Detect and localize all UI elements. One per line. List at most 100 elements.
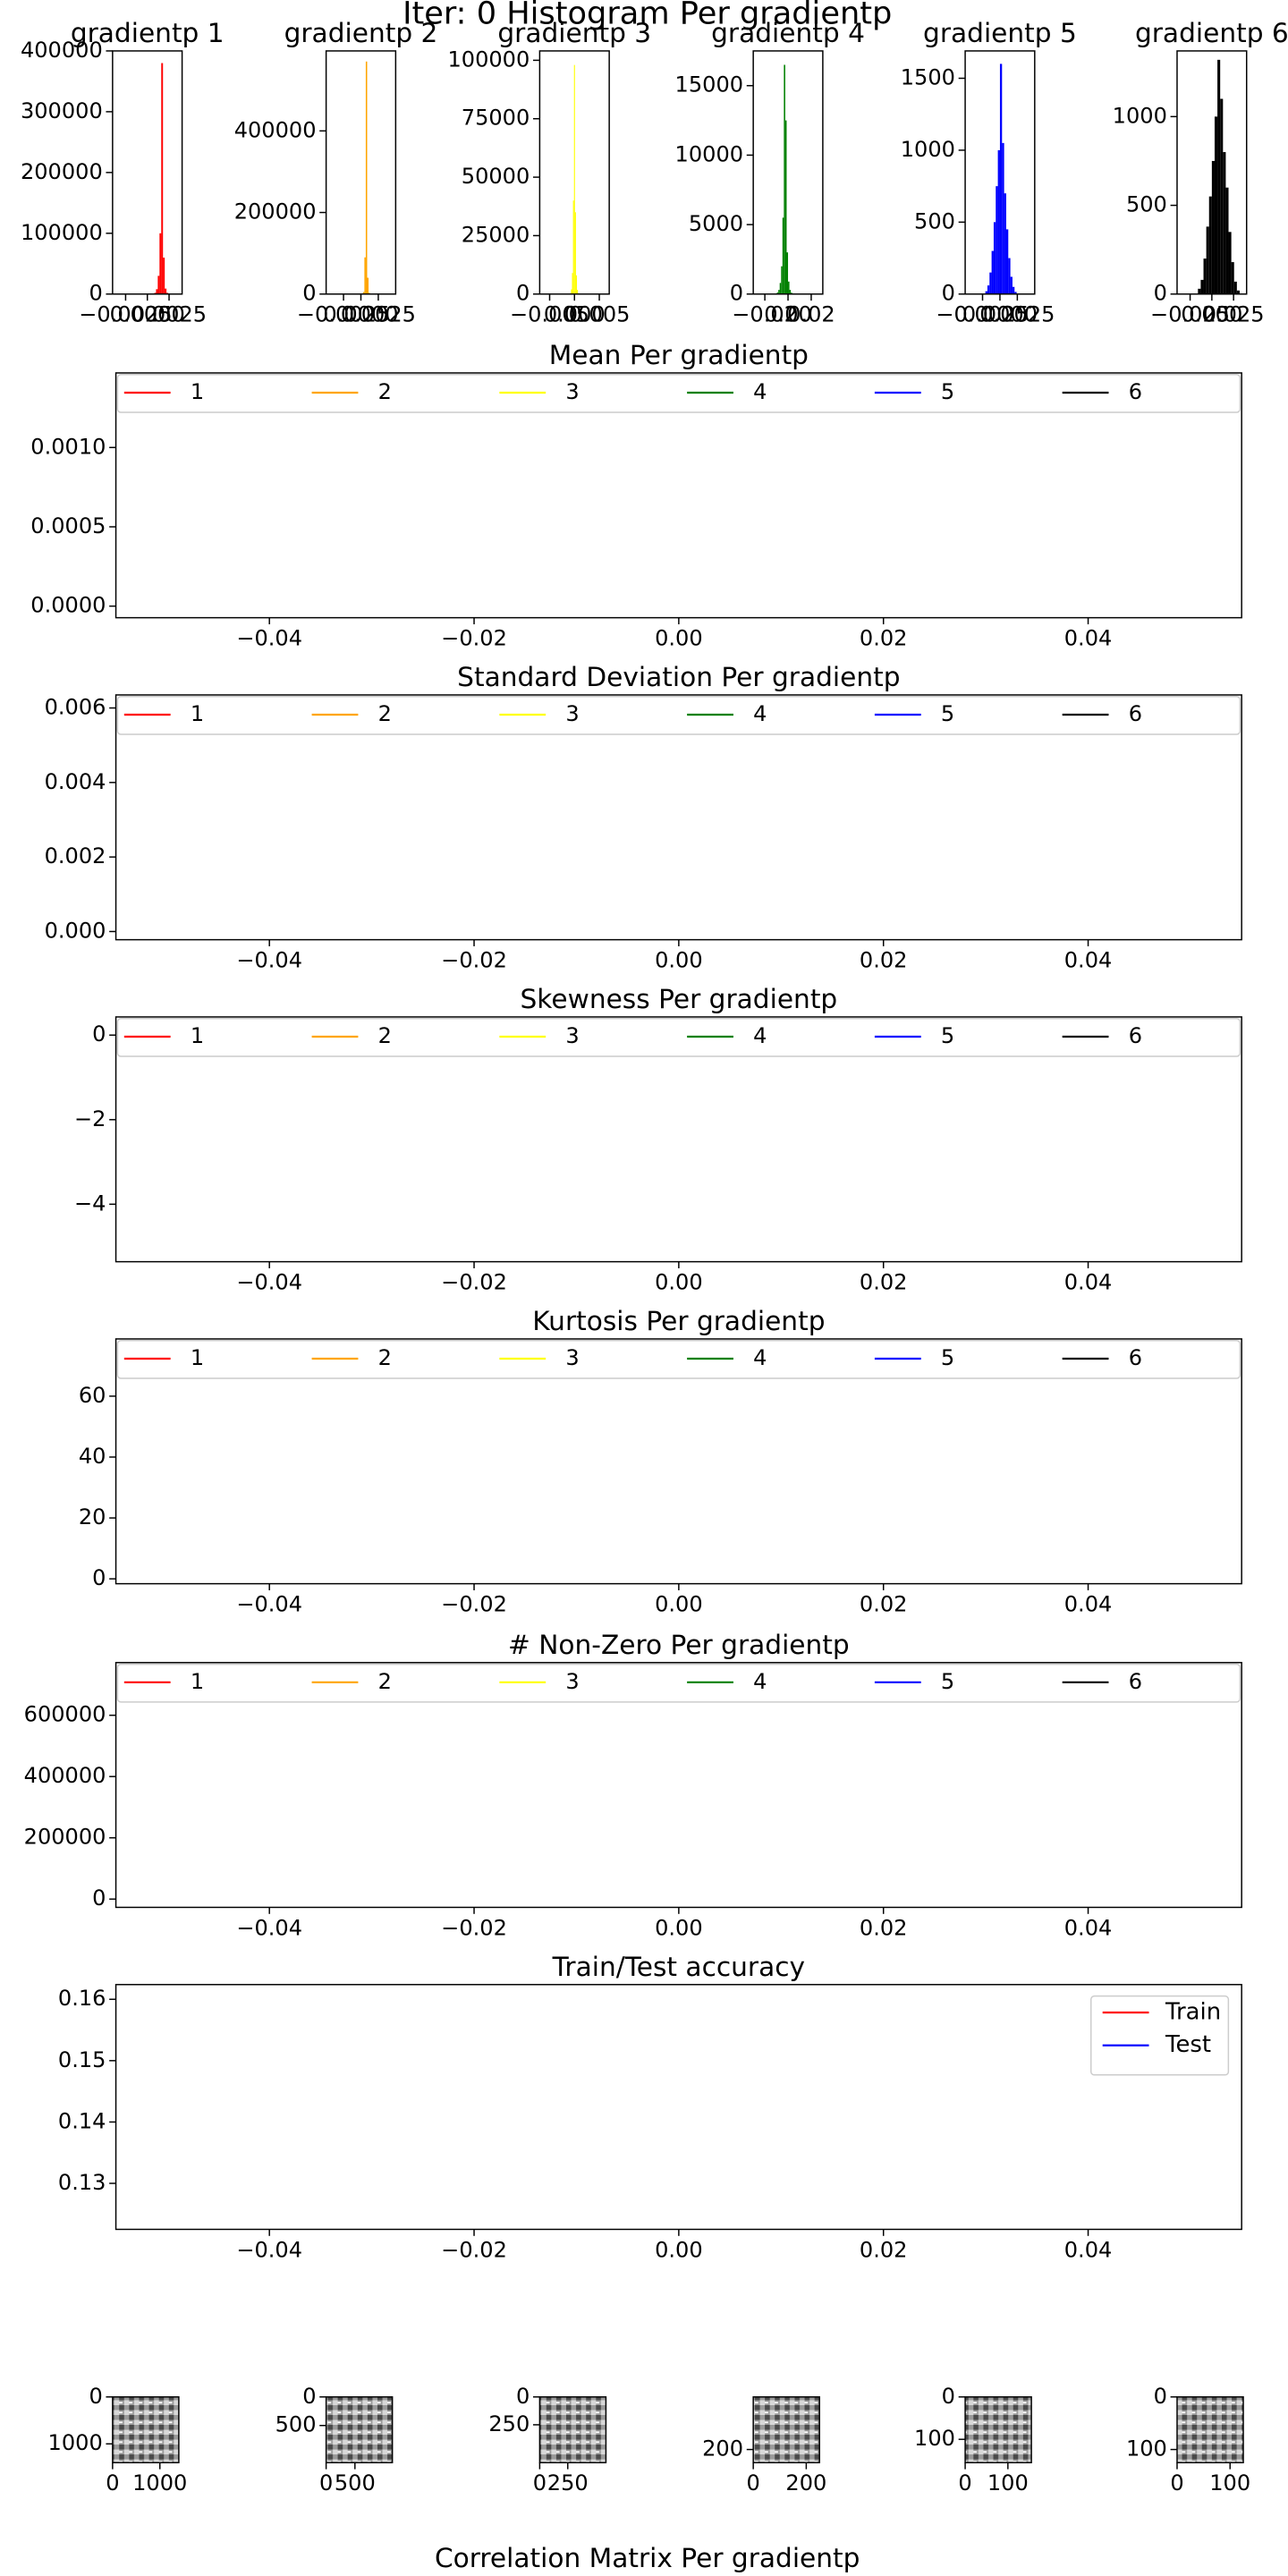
axes-frame	[1176, 50, 1248, 295]
y-tick-label: 100000	[21, 220, 103, 245]
matrix-image	[112, 2396, 179, 2463]
axes-frame	[114, 1016, 1242, 1263]
histogram-bar	[577, 290, 579, 294]
matrix-image	[326, 2396, 393, 2463]
y-tick-label: 100000	[447, 47, 530, 72]
y-tick-label: 0.002	[45, 843, 106, 869]
y-tick-label: 5000	[689, 211, 743, 236]
histogram-bar	[784, 120, 787, 294]
y-tick-label: 0	[92, 1565, 106, 1590]
histogram-bar	[1002, 142, 1004, 294]
axes-frame	[325, 2396, 394, 2463]
x-tick-label: 0.02	[860, 626, 908, 651]
legend-label: 2	[378, 1669, 392, 1694]
x-tick-label: −0.04	[236, 1270, 302, 1295]
histogram-bar	[572, 200, 574, 294]
legend-label: 5	[941, 1023, 954, 1048]
x-tick-label: −0.02	[441, 1915, 507, 1940]
x-tick-label: −0.02	[441, 1592, 507, 1617]
histogram-bar	[165, 288, 167, 294]
histogram-bar	[1225, 187, 1229, 294]
chart-title: Mean Per gradientp	[549, 340, 809, 370]
plot-background	[326, 50, 396, 294]
matrix-image	[965, 2396, 1032, 2463]
y-tick-label: 0.16	[58, 1986, 106, 2011]
histogram-bar	[163, 258, 165, 294]
histogram-bar	[789, 290, 792, 294]
chart-title: Train/Test accuracy	[552, 1952, 805, 1982]
legend-label: 1	[191, 701, 204, 726]
axes-frame	[752, 50, 824, 295]
legend-label: 2	[378, 1345, 392, 1370]
x-tick-label: 0.0000	[323, 302, 398, 327]
y-tick-label: 200000	[234, 199, 317, 225]
y-tick-label: 0.0005	[30, 513, 106, 538]
x-tick-label: 0.025	[1203, 302, 1265, 327]
histogram-bar	[779, 283, 782, 294]
y-tick-label: 100	[914, 2426, 955, 2451]
y-tick-label: 0	[1154, 2384, 1167, 2409]
legend-label: 6	[1129, 701, 1142, 726]
legend-label: 5	[941, 1669, 954, 1694]
x-tick-label: 1000	[132, 2470, 187, 2496]
x-tick-label: 0.00	[764, 302, 812, 327]
y-tick-label: 400000	[24, 1763, 106, 1788]
histogram-bar	[996, 186, 998, 294]
x-tick-label: 0.0025	[341, 302, 416, 327]
matrix-image	[1176, 2396, 1244, 2463]
y-tick-label: 500	[275, 2412, 317, 2437]
y-tick-label: 0	[1154, 281, 1167, 306]
histogram-bar	[788, 281, 790, 294]
matrix-image	[753, 2396, 820, 2463]
y-tick-label: 400000	[21, 38, 103, 63]
x-tick-label: −0.02	[441, 626, 507, 651]
histogram-bar	[786, 252, 789, 294]
x-tick-label: 0.02	[860, 1915, 908, 1940]
histogram-bar	[993, 222, 996, 294]
histogram-bar	[1010, 276, 1013, 294]
x-tick-label: −0.04	[236, 1592, 302, 1617]
axes-frame	[114, 694, 1242, 941]
y-tick-label: 0	[89, 281, 102, 306]
chart-title: gradientp 1	[71, 18, 225, 48]
x-tick-label: 0.00	[655, 1592, 703, 1617]
y-tick-label: 1500	[901, 65, 955, 90]
y-tick-label: 0	[730, 281, 743, 306]
x-tick-label: 200	[785, 2470, 826, 2496]
chart-title: gradientp 5	[923, 18, 1077, 48]
x-tick-label: −0.02	[732, 302, 798, 327]
x-tick-label: −0.04	[236, 1915, 302, 1940]
histogram-bar	[365, 61, 368, 294]
chart-title: gradientp 6	[1135, 18, 1288, 48]
y-tick-label: 0.0010	[30, 434, 106, 459]
x-tick-label: 0.000	[544, 302, 606, 327]
legend-label: 2	[378, 701, 392, 726]
histogram-bar	[1220, 98, 1224, 294]
x-tick-label: 0.005	[569, 302, 631, 327]
histogram-bar	[1005, 229, 1009, 294]
x-tick-label: −0.02	[441, 1270, 507, 1295]
histogram-bar	[776, 292, 779, 294]
y-tick-label: 0.0000	[30, 593, 106, 618]
histogram-bar	[157, 275, 160, 294]
y-tick-label: 400000	[234, 117, 317, 142]
axes-frame	[964, 50, 1036, 295]
y-tick-label: 250	[488, 2411, 530, 2436]
y-tick-label: 10000	[675, 141, 743, 166]
axes-frame	[964, 2396, 1032, 2463]
legend-label: 2	[378, 1023, 392, 1048]
x-tick-label: −0.0025	[297, 302, 390, 327]
y-tick-label: 60	[79, 1383, 106, 1408]
histogram-bar	[985, 291, 987, 294]
chart-title: Standard Deviation Per gradientp	[457, 662, 900, 692]
y-tick-label: 75000	[462, 106, 530, 131]
histogram-bar	[1208, 196, 1212, 294]
x-tick-label: 0.04	[1064, 1915, 1113, 1940]
y-tick-label: 15000	[675, 72, 743, 97]
x-tick-label: 0	[1170, 2470, 1183, 2496]
histogram-bar	[781, 266, 783, 294]
legend-label: 4	[753, 1023, 767, 1048]
y-tick-label: 0	[302, 281, 316, 306]
legend-label: 3	[565, 379, 579, 404]
